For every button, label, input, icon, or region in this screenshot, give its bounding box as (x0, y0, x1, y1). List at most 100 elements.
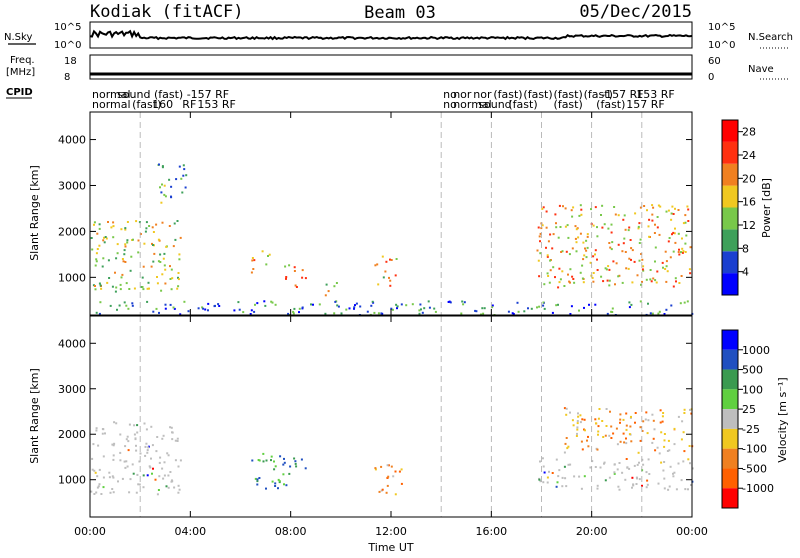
scatter-cell (638, 259, 641, 262)
scatter-cell (152, 260, 155, 263)
scatter-cell (251, 459, 254, 462)
scatter-cell (162, 477, 165, 480)
scatter-cell (672, 472, 674, 475)
scatter-cell (672, 285, 675, 288)
scatter-cell (572, 206, 575, 209)
scatter-cell (90, 490, 93, 493)
scatter-cell (159, 261, 162, 263)
scatter-cell (623, 441, 626, 444)
scatter-cell (265, 487, 267, 490)
scatter-cell (673, 427, 676, 430)
scatter-cell (563, 451, 566, 454)
scatter-cell (623, 237, 626, 240)
scatter-cell (584, 247, 586, 250)
colorbar-tick-label: 100 (742, 383, 763, 396)
scatter-cell (565, 407, 568, 410)
scatter-cell (289, 465, 292, 468)
scatter-cell (569, 268, 572, 271)
scatter-cell (559, 226, 562, 228)
scatter-cell (596, 487, 599, 490)
scatter-cell (604, 434, 607, 437)
cpid-row1-item: sound (fast) -157 RF (117, 88, 229, 101)
scatter-cell (610, 231, 613, 234)
colorbar-block (722, 185, 738, 208)
scatter-cell (652, 437, 655, 440)
scatter-cell (359, 305, 362, 308)
scatter-cell (666, 270, 669, 273)
scatter-cell (561, 250, 564, 253)
scatter-cell (270, 455, 273, 458)
scatter-cell (592, 280, 595, 283)
scatter-cell (164, 307, 167, 310)
scatter-cell (542, 465, 545, 468)
cpid-row2-item: normal (453, 98, 492, 111)
cpid-row2-item: 153 RF (197, 98, 235, 111)
y-tick-label: 3000 (58, 383, 86, 396)
colorbar-block (722, 330, 738, 350)
scatter-cell (586, 246, 589, 249)
scatter-cell (348, 307, 351, 310)
scatter-cell (642, 420, 645, 423)
scatter-cell (178, 165, 181, 168)
scatter-cell (587, 435, 589, 438)
scatter-cell (610, 437, 613, 439)
colorbar-tick-label: -25 (742, 423, 760, 436)
scatter-cell (574, 237, 577, 240)
scatter-cell (625, 267, 628, 270)
scatter-cell (595, 422, 597, 425)
scatter-cell (126, 435, 129, 438)
scatter-cell (318, 303, 321, 306)
scatter-cell (669, 465, 672, 468)
scatter-cell (597, 417, 600, 420)
scatter-cell (646, 209, 648, 212)
scatter-cell (113, 442, 116, 445)
scatter-cell (636, 274, 639, 277)
scatter-cell (674, 241, 677, 244)
scatter-cell (657, 204, 660, 207)
scatter-cell (491, 304, 494, 307)
scatter-cell (690, 412, 693, 415)
scatter-cell (100, 493, 103, 495)
scatter-cell (93, 469, 96, 472)
scatter-cell (386, 484, 389, 487)
cpid-row2-item: (fast) (596, 98, 625, 111)
scatter-cell (668, 449, 671, 452)
scatter-cell (675, 280, 677, 283)
scatter-cell (428, 306, 431, 309)
velocity-ylabel: Slant Range [km] (28, 368, 41, 464)
scatter-cell (288, 472, 291, 475)
scatter-cell (125, 460, 128, 463)
scatter-cell (671, 233, 673, 236)
scatter-cell (129, 478, 132, 481)
scatter-cell (628, 467, 631, 470)
scatter-cell (112, 476, 115, 479)
scatter-cell (640, 283, 642, 286)
scatter-cell (658, 310, 661, 313)
scatter-cell (114, 290, 117, 293)
scatter-cell (121, 258, 124, 260)
velocity-y-axis: 1000 2000 3000 4000 (58, 337, 692, 487)
power-panel: 1000 2000 3000 4000 Slant Range [km] (28, 111, 694, 316)
scatter-cell (654, 279, 657, 282)
scatter-cell (564, 477, 567, 480)
scatter-cell (666, 450, 669, 452)
scatter-cell (610, 248, 613, 251)
scatter-cell (600, 275, 603, 278)
scatter-cell (160, 201, 163, 204)
scatter-cell (557, 303, 559, 306)
scatter-cell (682, 250, 685, 253)
scatter-cell (542, 304, 545, 307)
scatter-cell (282, 473, 285, 476)
scatter-cell (613, 471, 616, 474)
scatter-cell (554, 276, 556, 279)
scatter-cell (577, 236, 580, 239)
scatter-cell (139, 233, 142, 235)
scatter-cell (144, 230, 147, 233)
scatter-cell (110, 226, 113, 229)
colorbar-block (722, 448, 738, 469)
scatter-cell (546, 254, 549, 257)
noise-trace (89, 29, 693, 41)
scatter-cell (548, 470, 550, 473)
scatter-cell (123, 301, 126, 304)
